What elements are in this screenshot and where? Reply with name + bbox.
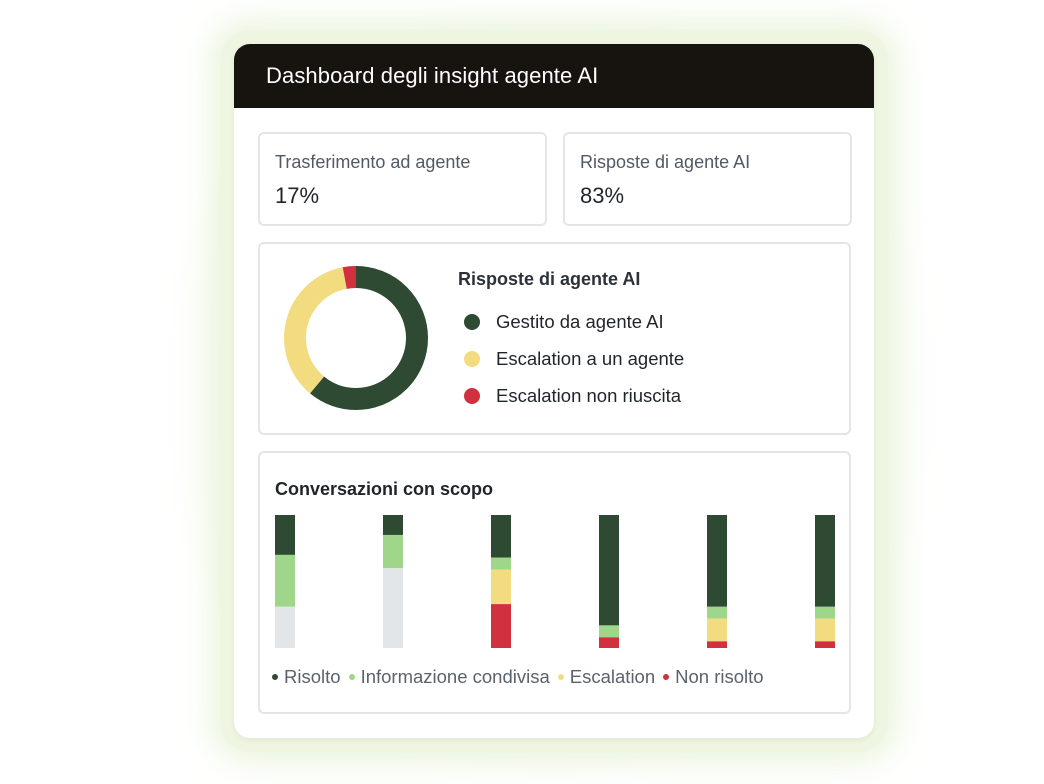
donut-chart [284, 266, 428, 410]
legend-dot [557, 674, 564, 680]
bar-segment [707, 515, 727, 607]
bars-legend-item: Escalation [557, 666, 656, 688]
bar-segment [275, 515, 295, 555]
bar-segment [599, 515, 619, 626]
stat-card-transfer: Trasferimento ad agente 17% [258, 132, 547, 226]
stat-value: 17% [275, 183, 320, 208]
bar-segment [275, 606, 295, 648]
bar-segment [491, 557, 511, 570]
bars-legend-item: Informazione condivisa [348, 666, 550, 688]
bars-title: Conversazioni con scopo [275, 479, 494, 499]
legend-dot [272, 674, 278, 680]
donut-segment [284, 266, 428, 410]
legend-dot [663, 674, 670, 680]
bar-segment [491, 515, 511, 558]
donut-legend-title: Risposte di agente AI [458, 269, 641, 289]
legend-dot [464, 314, 480, 330]
donut-legend-item: Escalation a un agente [464, 347, 684, 371]
legend-label: Gestito da agente AI [496, 311, 664, 332]
bar-segment [815, 515, 835, 607]
dashboard-header: Dashboard degli insight agente AI [234, 44, 874, 108]
legend-dot [348, 674, 355, 680]
bars-legend-item: Risolto [272, 666, 341, 688]
stacked-bar-chart [275, 515, 835, 648]
donut-segment [284, 266, 428, 410]
bars-legend-item: Non risolto [663, 666, 764, 688]
donut-legend-item: Gestito da agente AI [464, 310, 664, 334]
stat-label: Trasferimento ad agente [275, 152, 471, 172]
bar-segment [383, 568, 403, 648]
bar-segment [815, 641, 835, 648]
stat-value: 83% [580, 183, 625, 208]
bar-segment [815, 606, 835, 619]
legend-dot [464, 351, 480, 367]
dashboard-title: Dashboard degli insight agente AI [266, 63, 599, 88]
bar-segment [383, 534, 403, 569]
legend-label: Non risolto [675, 666, 764, 687]
legend-label: Escalation [569, 666, 656, 687]
stat-label: Risposte di agente AI [580, 152, 751, 172]
bars-legend: Risolto Informazione condivisa Escalatio… [272, 666, 772, 688]
legend-label: Risolto [284, 666, 341, 687]
donut-legend-item: Escalation non riuscita [464, 384, 681, 408]
bar-segment [599, 625, 619, 638]
bar-segment [707, 618, 727, 642]
legend-label: Escalation non riuscita [496, 385, 682, 406]
bar-segment [815, 618, 835, 642]
legend-label: Informazione condivisa [360, 666, 550, 687]
legend-dot [464, 388, 480, 404]
bars-panel: Conversazioni con scopo Risolto Informaz… [258, 451, 851, 714]
bar-segment [491, 604, 511, 648]
bar-segment [707, 606, 727, 619]
bar-segment [275, 554, 295, 607]
legend-label: Escalation a un agente [496, 348, 685, 369]
bar-segment [383, 515, 403, 535]
donut-panel: Risposte di agente AI Gestito da agente … [258, 242, 851, 435]
bar-segment [491, 569, 511, 605]
dashboard-card: Dashboard degli insight agente AI Trasfe… [234, 44, 874, 738]
bar-segment [707, 641, 727, 648]
bar-segment [599, 637, 619, 648]
stat-card-ai-responses: Risposte di agente AI 83% [563, 132, 852, 226]
